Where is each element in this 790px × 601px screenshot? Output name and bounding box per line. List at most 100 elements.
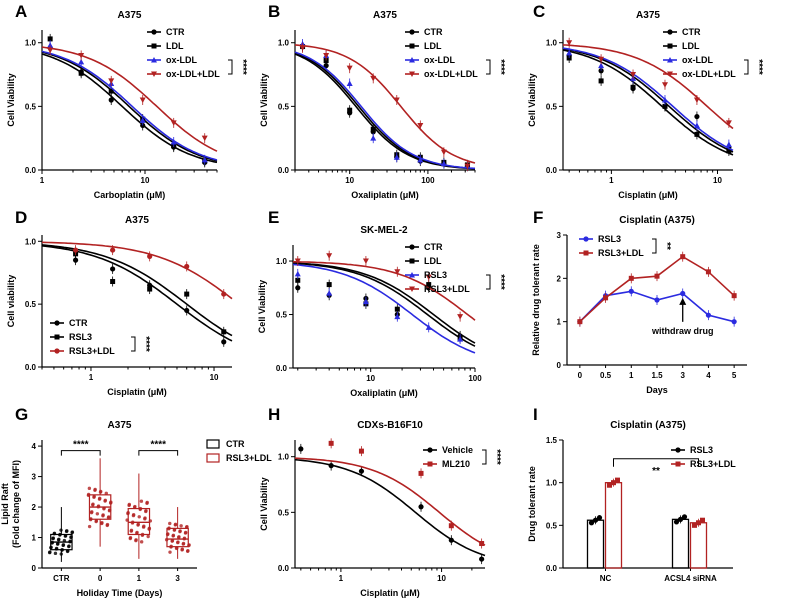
data-point bbox=[603, 295, 609, 301]
data-point bbox=[654, 297, 660, 303]
data-point bbox=[139, 117, 146, 123]
legend-label: ox-LDL+LDL bbox=[166, 69, 220, 79]
jitter-dot bbox=[86, 492, 91, 497]
legend-label: RSL3+LDL bbox=[226, 453, 272, 463]
legend-item: RSL3+LDL bbox=[50, 346, 115, 356]
jitter-dot bbox=[92, 494, 96, 499]
jitter-dot bbox=[147, 526, 152, 530]
data-point bbox=[630, 72, 637, 78]
legend-marker bbox=[427, 447, 433, 453]
legend-item: RSL3 bbox=[405, 270, 447, 280]
significance-stars: **** bbox=[753, 59, 764, 75]
data-point bbox=[598, 68, 604, 74]
data-point bbox=[140, 122, 146, 129]
legend-marker bbox=[151, 29, 157, 35]
jitter-dot bbox=[59, 552, 63, 556]
x-tick-label: 3 bbox=[680, 371, 685, 380]
data-point bbox=[700, 517, 705, 523]
jitter-dot bbox=[135, 530, 139, 535]
jitter-dot bbox=[170, 538, 175, 543]
jitter-dot bbox=[146, 534, 150, 539]
y-axis-label: Drug tolerant rate bbox=[527, 466, 537, 542]
jitter-dot bbox=[136, 522, 140, 526]
y-tick-label: 1.0 bbox=[25, 39, 37, 48]
legend-marker bbox=[151, 57, 157, 63]
data-point bbox=[362, 298, 369, 305]
x-axis-label: Carboplatin (μM) bbox=[94, 190, 166, 200]
bar bbox=[604, 482, 623, 569]
x-tick-label: 10 bbox=[141, 176, 150, 185]
x-tick-label: 10 bbox=[345, 176, 354, 185]
legend-label: CTR bbox=[166, 27, 185, 37]
data-point bbox=[598, 78, 604, 84]
legend-marker bbox=[54, 334, 60, 340]
chart-title: Cisplatin (A375) bbox=[619, 215, 695, 226]
legend-marker bbox=[409, 71, 415, 77]
jitter-dot bbox=[52, 531, 57, 535]
y-tick-label: 0 bbox=[557, 361, 562, 370]
jitter-dot bbox=[126, 511, 130, 515]
panel-c: C A375 0.0 0.5 1.0 1 10 Cisplatin (μM) Cell Viab… bbox=[527, 2, 764, 200]
legend-label: ox-LDL+LDL bbox=[424, 69, 478, 79]
legend-label: ox-LDL+LDL bbox=[682, 69, 736, 79]
fit-curve bbox=[562, 49, 734, 156]
legend-label: Vehicle bbox=[442, 445, 473, 455]
legend-marker bbox=[54, 348, 60, 354]
jitter-dot bbox=[107, 508, 112, 512]
jitter-dot bbox=[105, 522, 110, 527]
x-axis-label: Cisplatin (μM) bbox=[360, 588, 420, 598]
series-vehicle bbox=[294, 443, 486, 565]
x-axis-label: Oxaliplatin (μM) bbox=[351, 190, 419, 200]
data-point bbox=[694, 113, 700, 120]
bar bbox=[586, 519, 605, 569]
series-rsl3-ldl bbox=[577, 251, 737, 327]
legend-marker bbox=[151, 43, 157, 49]
data-point bbox=[346, 65, 353, 72]
significance-stars: **** bbox=[237, 59, 248, 75]
legend-item: CTR bbox=[405, 242, 443, 252]
data-point bbox=[347, 107, 353, 113]
x-tick-label: 100 bbox=[468, 374, 482, 383]
legend-label: RSL3+LDL bbox=[69, 346, 115, 356]
data-point bbox=[72, 247, 79, 253]
data-point bbox=[299, 45, 306, 51]
y-axis-label: Cell Viability bbox=[527, 73, 537, 126]
jitter-dot bbox=[133, 504, 137, 509]
x-tick-label: 1 bbox=[40, 176, 45, 185]
legend-label: LDL bbox=[682, 41, 700, 51]
legend-swatch bbox=[206, 439, 220, 449]
legend-marker bbox=[409, 258, 415, 264]
significance-stars: **** bbox=[491, 449, 502, 465]
data-point bbox=[147, 286, 153, 292]
y-tick-label: 1.0 bbox=[278, 39, 290, 48]
data-point bbox=[611, 480, 616, 486]
data-point bbox=[457, 336, 464, 342]
data-point bbox=[394, 306, 400, 312]
data-point bbox=[630, 84, 636, 90]
data-point bbox=[346, 80, 353, 86]
data-point bbox=[418, 470, 424, 476]
legend: CTR LDL ox-LDL ox-LDL+LDL **** bbox=[147, 27, 248, 79]
legend-label: LDL bbox=[166, 41, 184, 51]
legend-label: RSL3+LDL bbox=[690, 459, 736, 469]
legend-bracket bbox=[486, 59, 491, 75]
series-rsl3 bbox=[292, 263, 476, 354]
jitter-dot bbox=[90, 510, 94, 514]
jitter-dot bbox=[107, 515, 111, 519]
jitter-dot bbox=[128, 536, 133, 540]
data-point bbox=[661, 82, 668, 88]
jitter-dot bbox=[148, 519, 153, 523]
jitter-dot bbox=[127, 502, 132, 507]
arrow-head bbox=[679, 297, 687, 305]
panel-h: H CDXs-B16F10 0.0 0.5 1.0 1 10 Cisplatin (μM) Ce… bbox=[259, 405, 502, 598]
jitter-dot bbox=[179, 524, 183, 528]
x-tick-label: 1 bbox=[609, 176, 614, 185]
series-ldl bbox=[41, 33, 218, 167]
box-3 bbox=[164, 507, 191, 559]
x-axis-label: Cisplatin (μM) bbox=[618, 190, 678, 200]
data-point bbox=[328, 440, 334, 446]
jitter-dot bbox=[131, 513, 136, 517]
legend-marker bbox=[54, 320, 60, 326]
y-tick-label: 2 bbox=[32, 503, 37, 512]
jitter-dot bbox=[168, 550, 172, 554]
